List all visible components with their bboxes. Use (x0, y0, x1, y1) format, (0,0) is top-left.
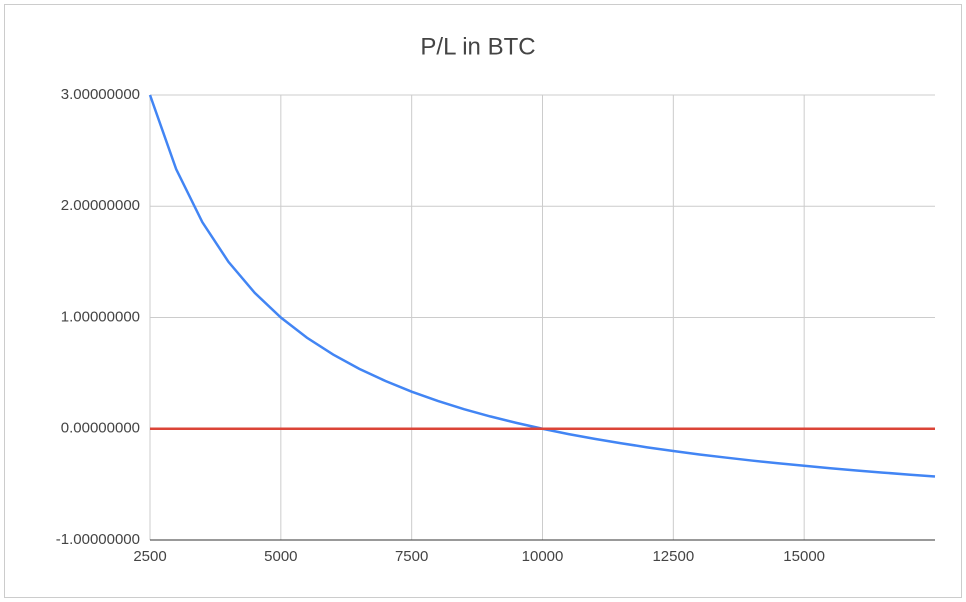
x-tick-label: 12500 (652, 548, 694, 565)
y-tick-label: -1.00000000 (56, 531, 140, 548)
x-tick-label: 5000 (264, 548, 297, 565)
x-tick-label: 7500 (395, 548, 428, 565)
x-tick-label: 2500 (133, 548, 166, 565)
y-tick-label: 3.00000000 (61, 86, 140, 103)
y-tick-label: 0.00000000 (61, 420, 140, 437)
chart-title: P/L in BTC (420, 33, 535, 60)
chart-frame (4, 4, 962, 598)
y-tick-label: 1.00000000 (61, 308, 140, 325)
y-tick-label: 2.00000000 (61, 197, 140, 214)
x-tick-label: 15000 (783, 548, 825, 565)
x-tick-label: 10000 (522, 548, 564, 565)
